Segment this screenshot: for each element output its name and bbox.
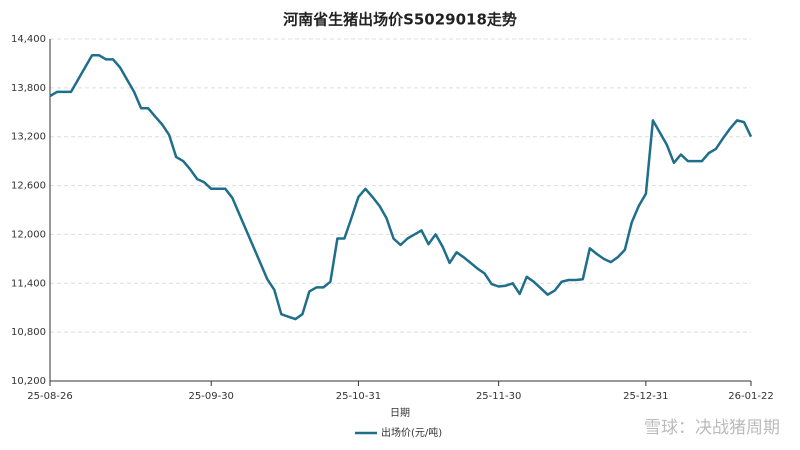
y-tick-label: 10,800	[11, 327, 46, 338]
y-tick-label: 14,400	[11, 34, 46, 45]
y-tick-label: 12,600	[11, 181, 46, 192]
x-tick-label: 25-11-30	[476, 391, 521, 402]
x-tick-label: 26-01-22	[728, 391, 773, 402]
x-tick-label: 25-10-31	[336, 391, 381, 402]
y-tick-label: 10,200	[11, 376, 46, 387]
y-tick-label: 12,000	[11, 229, 46, 240]
chart-title: 河南省生猪出场价S5029018走势	[283, 11, 517, 29]
x-axis-label: 日期	[390, 407, 410, 419]
y-tick-label: 13,800	[11, 83, 46, 94]
y-tick-label: 13,200	[11, 132, 46, 143]
x-tick-label: 25-12-31	[623, 391, 668, 402]
x-tick-label: 25-08-26	[27, 391, 72, 402]
legend-label: 出场价(元/吨)	[381, 426, 442, 439]
x-tick-label: 25-09-30	[189, 391, 234, 402]
watermark: 雪球：决战猪周期	[644, 418, 780, 438]
y-tick-label: 11,400	[11, 278, 46, 289]
line-series	[49, 54, 753, 321]
